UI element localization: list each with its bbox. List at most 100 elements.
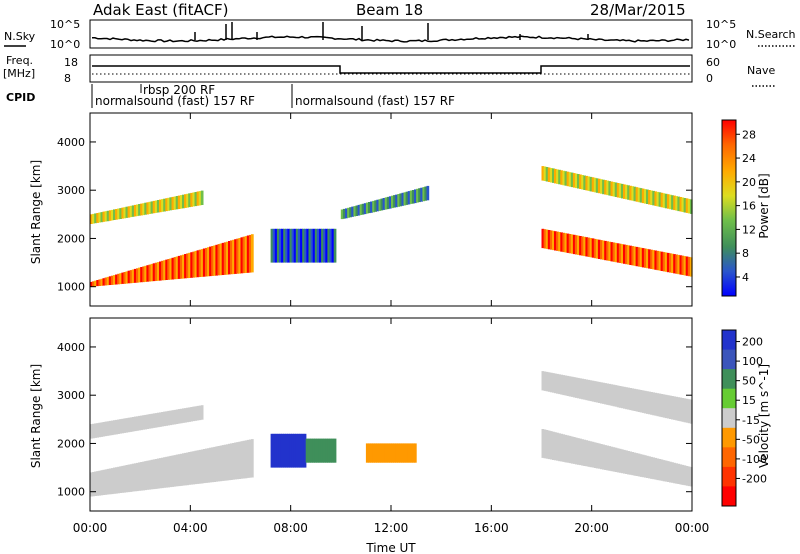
data-cell — [606, 241, 609, 261]
data-cell — [600, 444, 603, 470]
date-title: 28/Mar/2015 — [590, 1, 686, 19]
data-cell — [658, 192, 662, 207]
data-cell — [131, 463, 135, 492]
data-cell — [100, 470, 104, 496]
noise-left-tick-bottom: 10^0 — [50, 38, 80, 51]
data-cell — [100, 422, 104, 437]
data-cell — [627, 245, 630, 265]
data-cell — [165, 456, 168, 488]
data-cell — [171, 196, 175, 210]
data-cell — [113, 209, 116, 220]
y-tick-label: 2000 — [57, 437, 85, 450]
data-cell — [637, 247, 641, 267]
data-cell — [583, 175, 586, 190]
data-cell — [591, 177, 595, 192]
data-cell — [308, 228, 312, 263]
power-colorbar-tick-label: 20 — [742, 176, 756, 189]
data-cell — [150, 263, 154, 282]
data-cell — [679, 397, 683, 422]
data-cell — [635, 246, 639, 267]
data-cell — [303, 433, 307, 468]
data-cell — [108, 210, 112, 221]
data-cell — [291, 433, 294, 468]
cpid-segment-2: rbsp 200 RF — [143, 83, 215, 97]
data-cell — [625, 387, 628, 410]
data-cell — [242, 440, 246, 479]
frequency-panel: Freq. [MHz] 18 8 60 0 Nave — [3, 54, 776, 87]
data-cell — [236, 442, 239, 480]
data-cell — [190, 451, 193, 485]
data-cell — [675, 196, 678, 211]
data-cell — [650, 249, 653, 269]
data-cell — [552, 373, 555, 393]
velocity-colorbar-cell — [722, 330, 736, 351]
data-cell — [627, 185, 630, 200]
data-cell — [136, 416, 139, 431]
data-cell — [159, 261, 162, 281]
data-cell — [244, 440, 248, 479]
data-cell — [579, 174, 582, 189]
data-cell — [182, 254, 185, 279]
data-cell — [179, 453, 183, 486]
data-cell — [127, 206, 131, 218]
data-cell — [681, 464, 685, 485]
data-cell — [614, 242, 618, 263]
data-cell — [306, 228, 310, 263]
data-cell — [276, 228, 280, 263]
data-cell — [92, 281, 95, 287]
data-cell — [616, 183, 620, 198]
data-cell — [602, 382, 605, 404]
data-cell — [411, 190, 415, 204]
velocity-colorbar-tick-label: 200 — [742, 336, 763, 349]
data-cell — [671, 253, 674, 273]
cpid-segment-1: normalsound (fast) 157 RF — [95, 94, 255, 108]
data-cell — [173, 196, 177, 210]
noise-right-label: N.Search — [746, 28, 796, 41]
data-cell — [545, 167, 549, 182]
data-cell — [549, 168, 553, 183]
data-cell — [556, 169, 559, 184]
data-cell — [142, 415, 145, 430]
data-cell — [683, 256, 687, 276]
data-cell — [131, 269, 135, 283]
data-cell — [305, 438, 309, 463]
data-cell — [173, 257, 177, 280]
data-cell — [200, 405, 204, 420]
data-cell — [150, 459, 154, 490]
data-cell — [574, 235, 578, 255]
data-cell — [370, 443, 373, 463]
data-cell — [190, 252, 193, 278]
data-cell — [683, 465, 687, 486]
data-cell — [316, 228, 320, 263]
data-cell — [110, 209, 114, 221]
data-cell — [115, 419, 118, 435]
data-cell — [606, 383, 609, 405]
cpid-segment-3: normalsound (fast) 157 RF — [295, 94, 455, 108]
data-cell — [345, 208, 348, 219]
data-cell — [177, 454, 181, 487]
data-cell — [138, 415, 141, 431]
data-cell — [289, 228, 293, 263]
data-cell — [182, 453, 185, 486]
data-cell — [589, 441, 593, 468]
data-cell — [669, 461, 672, 483]
data-cell — [541, 166, 545, 181]
data-cell — [662, 193, 666, 208]
data-cell — [236, 238, 239, 274]
data-cell — [558, 232, 561, 252]
data-cell — [136, 204, 139, 217]
data-cell — [194, 192, 198, 207]
nave-tick-bottom: 0 — [706, 72, 713, 85]
data-cell — [625, 244, 628, 265]
data-cell — [211, 246, 214, 276]
data-cell — [635, 453, 639, 476]
data-cell — [616, 243, 620, 263]
velocity-colorbar-cell — [722, 408, 736, 429]
data-cell — [683, 198, 687, 213]
data-cell — [169, 258, 173, 280]
data-cell — [270, 433, 274, 468]
data-cell — [314, 228, 318, 263]
data-cell — [664, 460, 668, 482]
data-cell — [115, 209, 118, 220]
data-cell — [549, 431, 553, 460]
